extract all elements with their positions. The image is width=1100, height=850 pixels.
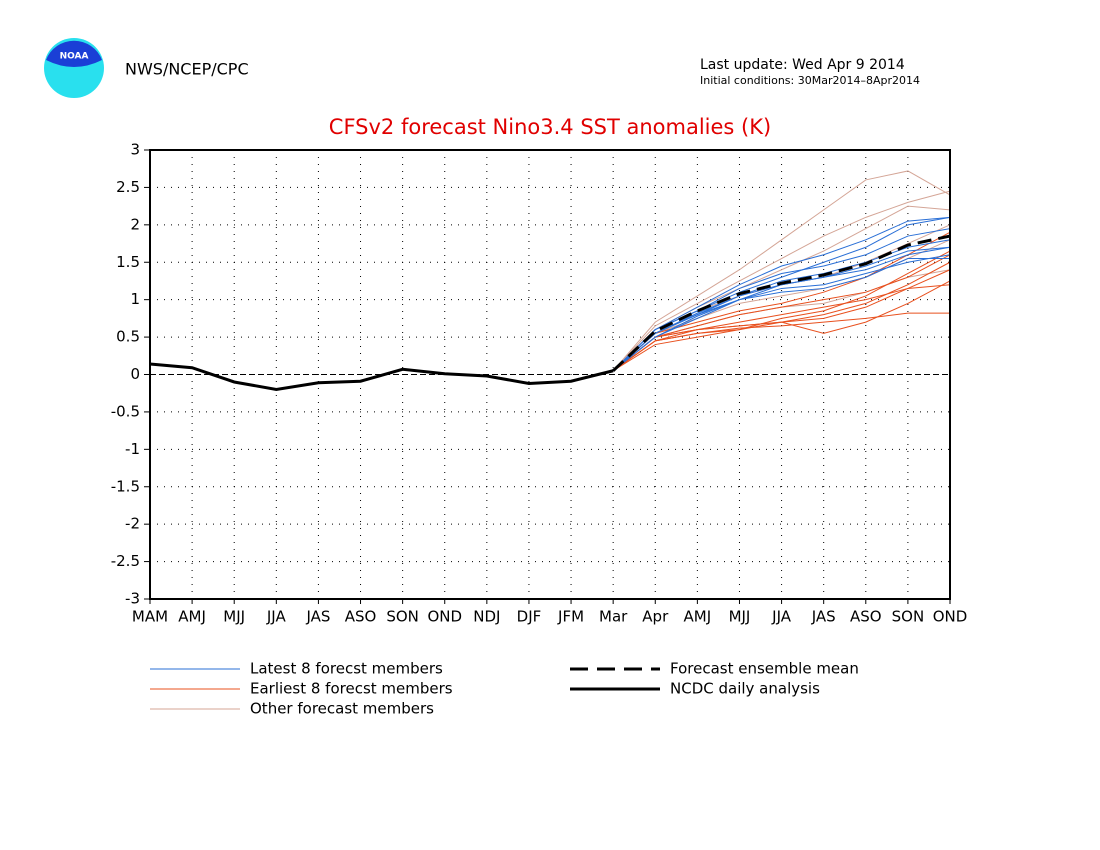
x-tick-label: ASO bbox=[345, 608, 377, 626]
series-line bbox=[612, 234, 951, 372]
x-tick-label: SON bbox=[892, 608, 925, 626]
y-tick-label: -0.5 bbox=[111, 402, 140, 420]
legend-label: Earliest 8 forecst members bbox=[250, 680, 453, 698]
y-tick-label: -2 bbox=[125, 515, 140, 533]
plot-frame bbox=[149, 149, 951, 600]
x-tick-label: JJA bbox=[266, 608, 287, 626]
x-tick-label: JAS bbox=[305, 608, 330, 626]
y-tick-label: -2.5 bbox=[111, 552, 140, 570]
x-tick-label: AMJ bbox=[684, 608, 712, 626]
x-tick-label: MAM bbox=[132, 608, 168, 626]
member-line bbox=[612, 239, 951, 372]
x-tick-label: ASO bbox=[850, 608, 882, 626]
x-tick-label: MJJ bbox=[223, 608, 245, 626]
y-tick-label: -3 bbox=[125, 590, 140, 608]
member-line bbox=[612, 250, 951, 372]
member-line bbox=[612, 231, 951, 372]
legend-label: NCDC daily analysis bbox=[670, 680, 820, 698]
x-tick-label: OND bbox=[427, 608, 462, 626]
initial-conditions: Initial conditions: 30Mar2014–8Apr2014 bbox=[700, 74, 920, 87]
x-tick-label: JFM bbox=[557, 608, 584, 626]
member-line bbox=[612, 216, 951, 372]
logo-top bbox=[46, 40, 102, 67]
legend-label: Latest 8 forecst members bbox=[250, 660, 443, 678]
member-line bbox=[612, 269, 951, 372]
x-tick-label: AMJ bbox=[178, 608, 206, 626]
x-tick-label: DJF bbox=[517, 608, 542, 626]
y-tick-label: 3 bbox=[130, 141, 140, 159]
agency: NWS/NCEP/CPC bbox=[125, 60, 249, 79]
last-update: Last update: Wed Apr 9 2014 bbox=[700, 57, 905, 73]
x-tick-label: MJJ bbox=[729, 608, 751, 626]
y-tick-label: 2.5 bbox=[116, 178, 140, 196]
y-tick-label: 0 bbox=[130, 365, 140, 383]
x-tick-label: Mar bbox=[599, 608, 628, 626]
legend-label: Forecast ensemble mean bbox=[670, 660, 859, 678]
x-tick-label: JAS bbox=[811, 608, 836, 626]
y-tick-label: 0.5 bbox=[116, 328, 140, 346]
x-tick-label: JJA bbox=[771, 608, 792, 626]
y-tick-label: 1 bbox=[130, 290, 140, 308]
x-tick-label: SON bbox=[386, 608, 419, 626]
y-tick-label: 1.5 bbox=[116, 253, 140, 271]
x-tick-label: Apr bbox=[642, 608, 669, 626]
series-line bbox=[149, 362, 614, 391]
member-line bbox=[612, 254, 951, 372]
x-tick-label: OND bbox=[933, 608, 968, 626]
member-line bbox=[612, 254, 951, 372]
logo-text: NOAA bbox=[60, 52, 89, 62]
y-tick-label: -1 bbox=[125, 440, 140, 458]
legend-label: Other forecast members bbox=[250, 700, 434, 718]
chart-title: CFSv2 forecast Nino3.4 SST anomalies (K) bbox=[329, 115, 771, 139]
x-tick-label: NDJ bbox=[473, 608, 500, 626]
y-tick-label: -1.5 bbox=[111, 477, 140, 495]
member-line bbox=[612, 190, 951, 372]
member-line bbox=[612, 284, 951, 372]
member-line bbox=[612, 170, 951, 372]
y-tick-label: 2 bbox=[130, 215, 140, 233]
